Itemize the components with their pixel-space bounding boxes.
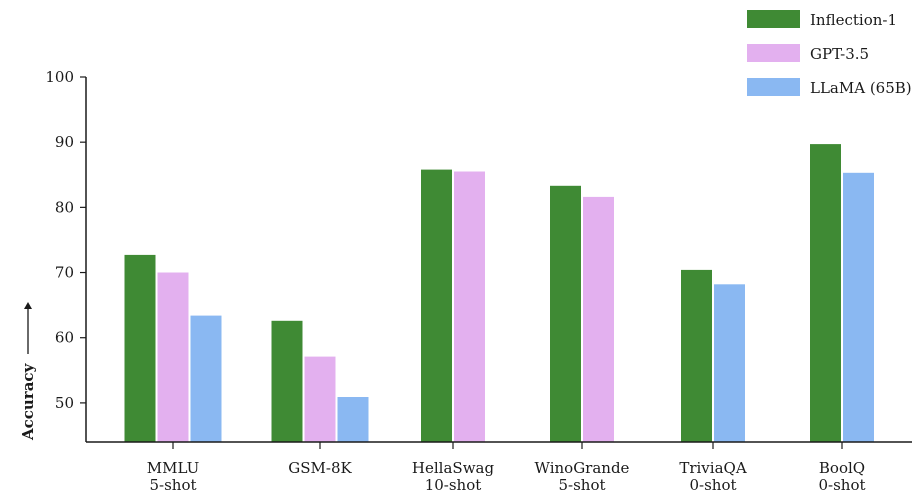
category-sublabel-triviaqa: 0-shot bbox=[689, 476, 736, 494]
category-label-winogrande: WinoGrande bbox=[535, 459, 630, 477]
category-label-gsm-8k: GSM-8K bbox=[288, 459, 352, 477]
bar-llama-65b-triviaqa bbox=[714, 284, 745, 442]
bar-llama-65b-boolq bbox=[843, 172, 874, 443]
category-sublabel-winogrande: 5-shot bbox=[558, 476, 605, 494]
y-axis-title-text: Accuracy bbox=[19, 362, 37, 441]
legend-label-gpt-3-5: GPT-3.5 bbox=[810, 45, 869, 63]
y-tick-label-100: 100 bbox=[45, 68, 74, 86]
category-sublabel-mmlu: 5-shot bbox=[149, 476, 196, 494]
bar-inflection-1-boolq bbox=[810, 144, 841, 442]
y-tick-label-60: 60 bbox=[55, 329, 74, 347]
y-axis-title: Accuracy bbox=[19, 302, 37, 441]
y-tick-label-70: 70 bbox=[55, 264, 74, 282]
bar-inflection-1-hellaswag bbox=[421, 169, 452, 442]
legend-swatch-llama-65b bbox=[747, 78, 800, 96]
legend-swatch-gpt-3-5 bbox=[747, 44, 800, 62]
y-axis-arrow-head bbox=[24, 302, 32, 309]
category-sublabel-hellaswag: 10-shot bbox=[425, 476, 482, 494]
y-tick-label-90: 90 bbox=[55, 133, 74, 151]
bar-inflection-1-triviaqa bbox=[681, 269, 712, 442]
bar-inflection-1-gsm-8k bbox=[271, 320, 303, 442]
bar-llama-65b-mmlu bbox=[190, 315, 222, 442]
bar-inflection-1-mmlu bbox=[124, 254, 156, 442]
bar-gpt-3-5-hellaswag bbox=[454, 171, 485, 442]
bar-inflection-1-winogrande bbox=[550, 185, 581, 443]
bar-gpt-3-5-gsm-8k bbox=[304, 356, 336, 442]
legend-label-llama-65b: LLaMA (65B) bbox=[810, 79, 912, 97]
legend-label-inflection-1: Inflection-1 bbox=[810, 11, 897, 29]
y-tick-label-50: 50 bbox=[55, 394, 74, 412]
category-sublabel-boolq: 0-shot bbox=[818, 476, 865, 494]
bars-layer bbox=[124, 144, 874, 443]
y-tick-label-80: 80 bbox=[55, 198, 74, 216]
category-label-triviaqa: TriviaQA bbox=[679, 459, 746, 477]
category-label-boolq: BoolQ bbox=[819, 459, 865, 477]
legend: Inflection-1 GPT-3.5 LLaMA (65B) bbox=[747, 10, 912, 97]
bar-llama-65b-gsm-8k bbox=[337, 397, 369, 442]
bar-gpt-3-5-winogrande bbox=[583, 196, 614, 442]
category-label-hellaswag: HellaSwag bbox=[412, 459, 495, 477]
legend-swatch-inflection-1 bbox=[747, 10, 800, 28]
bar-gpt-3-5-mmlu bbox=[157, 272, 189, 442]
category-label-mmlu: MMLU bbox=[147, 459, 200, 477]
